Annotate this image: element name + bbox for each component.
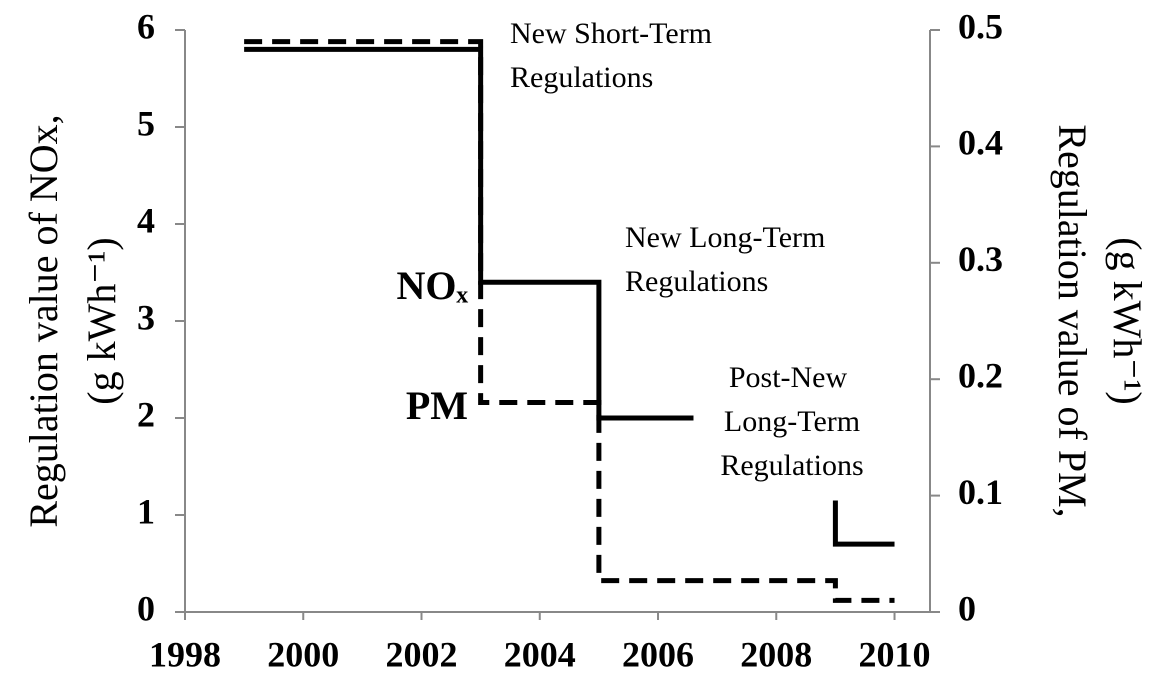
x-tick-label: 2002 [386,634,458,674]
y2-tick-label: 0.5 [958,6,1003,46]
y-tick-label: 4 [137,200,155,240]
y2-tick-label: 0 [958,588,976,628]
y-tick-label: 1 [137,491,155,531]
x-tick-label: 2010 [859,634,931,674]
annotation: New Short-Term [510,17,712,50]
x-tick-label: 1998 [149,634,221,674]
annotation: Post-New [729,361,848,394]
annotation: New Long-Term [625,221,825,254]
x-tick-label: 2004 [504,634,576,674]
series-label: NOₓ [397,263,469,308]
y2-tick-label: 0.1 [958,472,1003,512]
y-tick-label: 0 [137,588,155,628]
y-axis-title: Regulation value of NOx, [21,114,66,527]
x-tick-label: 2000 [267,634,339,674]
y2-axis-title: (g kWh⁻¹) [1105,237,1150,405]
y2-tick-label: 0.4 [958,123,1003,163]
y-tick-label: 2 [137,394,155,434]
y-tick-label: 6 [137,6,155,46]
y2-axis-title: Regulation value of PM, [1050,124,1095,517]
x-tick-label: 2008 [740,634,812,674]
annotation: Regulations [510,61,653,94]
y-tick-label: 5 [137,103,155,143]
y-axis-title: (g kWh⁻¹) [79,237,124,405]
annotation: Long-Term [724,405,860,438]
annotation: Regulations [625,265,768,298]
y2-tick-label: 0.2 [958,355,1003,395]
series-line [244,46,895,547]
series-line [244,39,895,603]
annotation: Regulations [720,449,863,482]
x-tick-label: 2006 [622,634,694,674]
y-tick-label: 3 [137,297,155,337]
series-label: PM [406,383,468,428]
y2-tick-label: 0.3 [958,239,1003,279]
